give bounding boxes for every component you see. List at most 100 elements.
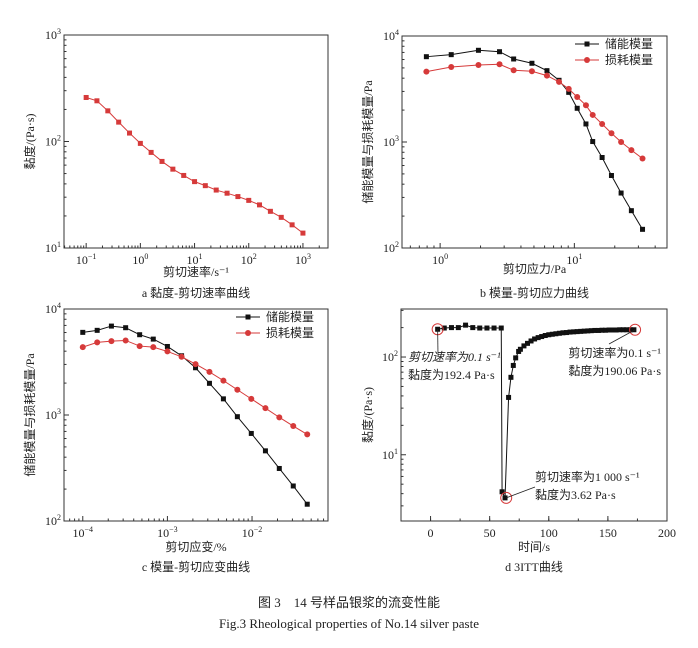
tick-exponent: −3 [169, 525, 178, 534]
caption-en: Fig.3 Rheological properties of No.14 si… [219, 616, 479, 631]
data-point [164, 348, 170, 354]
data-point [619, 191, 624, 196]
tick-exponent: 0 [144, 252, 148, 261]
data-point [235, 414, 240, 419]
data-point [529, 68, 535, 74]
data-point [463, 323, 468, 328]
data-point [477, 326, 482, 331]
y-tick-label: 101 [382, 447, 398, 462]
data-point [206, 369, 212, 375]
tick-base: 10 [45, 28, 57, 42]
data-point [279, 215, 284, 220]
tick-base: 10 [383, 241, 395, 255]
data-point [618, 139, 624, 145]
data-point [290, 222, 295, 227]
x-tick-label: 200 [658, 526, 676, 540]
legend-marker [584, 57, 590, 63]
tick-base: 150 [599, 526, 617, 540]
y-tick-label: 103 [45, 407, 61, 422]
panel-title: a 黏度-剪切速率曲线 [142, 285, 250, 300]
tick-exponent: 2 [57, 134, 61, 143]
data-point [94, 98, 99, 103]
data-point [192, 179, 197, 184]
tick-exponent: 2 [394, 349, 398, 358]
tick-base: 50 [484, 526, 496, 540]
legend-marker [246, 315, 251, 320]
tick-exponent: −2 [254, 525, 263, 534]
y-tick-label: 101 [45, 240, 61, 255]
data-point [583, 102, 589, 108]
data-point [640, 155, 646, 161]
x-tick-label: 10−1 [76, 252, 97, 267]
y-axis-label: 黏度/(Pa·s) [360, 387, 375, 443]
data-point [221, 396, 226, 401]
data-point [506, 395, 511, 400]
data-point [449, 325, 454, 330]
legend-label: 损耗模量 [266, 326, 314, 340]
annotation-line1: 剪切速率为1 000 s⁻¹ [535, 469, 640, 484]
series-s0 [84, 95, 306, 236]
data-point [500, 489, 505, 494]
tick-base: 10 [45, 135, 57, 149]
tick-exponent: −1 [88, 252, 97, 261]
y-tick-label: 103 [383, 134, 399, 149]
tick-exponent: 4 [395, 28, 399, 37]
annotation-line2: 黏度为3.62 Pa·s [535, 487, 616, 502]
data-point [116, 120, 121, 125]
annotation-leader [506, 487, 535, 498]
data-point [629, 208, 634, 213]
tick-base: 10 [241, 253, 253, 267]
data-point [138, 141, 143, 146]
data-point [181, 173, 186, 178]
data-point [105, 108, 110, 113]
data-point [556, 79, 562, 85]
x-tick-label: 100 [540, 526, 558, 540]
x-axis-label: 剪切速率/s⁻¹ [163, 264, 229, 279]
data-point [203, 183, 208, 188]
tick-base: 100 [540, 526, 558, 540]
series-line [426, 50, 642, 229]
data-point [277, 466, 282, 471]
data-point [80, 330, 85, 335]
tick-base: 10 [242, 526, 254, 540]
data-point [137, 332, 142, 337]
data-point [484, 326, 489, 331]
y-tick-label: 102 [383, 240, 399, 255]
tick-exponent: 1 [394, 447, 398, 456]
data-point [249, 431, 254, 436]
data-point [160, 159, 165, 164]
data-point [179, 354, 185, 360]
data-point [513, 355, 518, 360]
annotation-line2: 黏度为190.06 Pa·s [568, 363, 661, 378]
data-point [590, 139, 595, 144]
y-tick-label: 103 [45, 27, 61, 42]
tick-exponent: 4 [57, 301, 61, 310]
tick-base: 10 [45, 302, 57, 316]
data-point [300, 231, 305, 236]
x-tick-label: 150 [599, 526, 617, 540]
series-损耗模量 [80, 337, 310, 437]
tick-exponent: 2 [395, 240, 399, 249]
data-point [424, 54, 429, 59]
plot-frame [64, 309, 328, 521]
data-point [492, 326, 497, 331]
data-point [123, 337, 129, 343]
data-point [608, 130, 614, 136]
data-point [80, 344, 86, 350]
data-point [95, 328, 100, 333]
data-point [511, 56, 516, 61]
data-point [476, 48, 481, 53]
tick-base: 10 [76, 253, 88, 267]
x-axis-label: 时间/s [518, 540, 550, 554]
data-point [291, 483, 296, 488]
y-axis-label: 黏度/(Pa·s) [22, 114, 37, 170]
y-tick-label: 102 [45, 513, 61, 528]
tick-exponent: 3 [307, 252, 311, 261]
data-point [127, 131, 132, 136]
series-line [83, 340, 307, 434]
legend-marker [585, 42, 590, 47]
y-axis-label: 储能模量与损耗模量/Pa [360, 80, 375, 204]
tick-base: 10 [132, 253, 144, 267]
series-损耗模量 [423, 61, 645, 161]
